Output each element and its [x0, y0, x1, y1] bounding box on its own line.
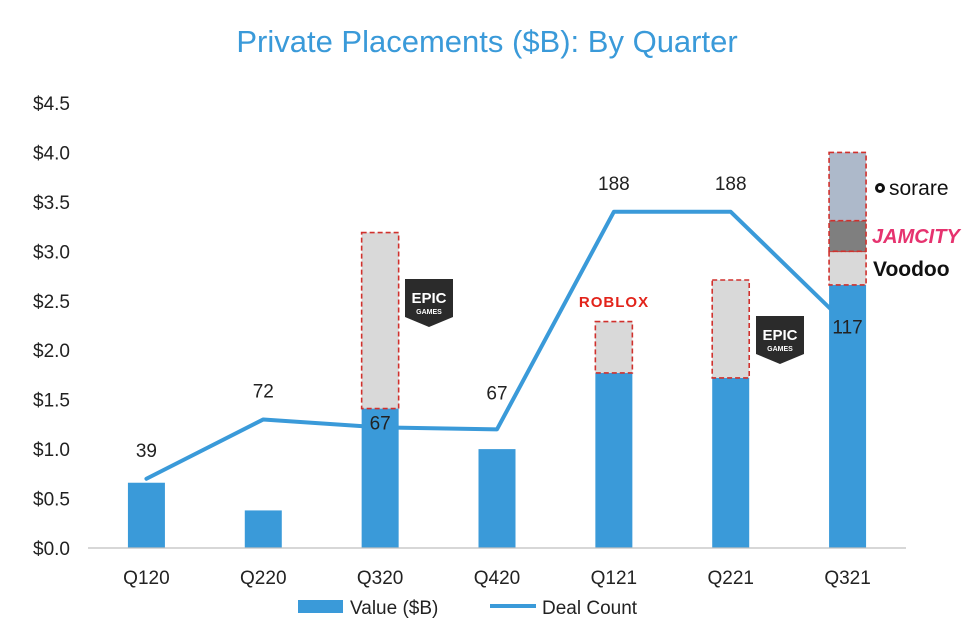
- epic-games-logo-q221: EPIC GAMES: [756, 316, 804, 364]
- roblox-logo: ROBLOX: [579, 294, 649, 311]
- value-bar: [829, 284, 867, 548]
- y-tick-label: $3.0: [33, 242, 70, 263]
- highlight-segment: [594, 320, 634, 374]
- y-tick-label: $1.5: [33, 391, 70, 412]
- x-tick-label: Q121: [591, 568, 637, 589]
- y-tick-label: $2.0: [33, 341, 70, 362]
- x-tick-label: Q420: [474, 568, 520, 589]
- deal-count-data-label: 72: [253, 381, 274, 402]
- epic-logo-top-text: EPIC: [411, 290, 446, 307]
- deal-count-labels: 39 72 67 67 188 188 117: [136, 174, 863, 462]
- value-bar: [127, 482, 165, 548]
- y-tick-label: $3.5: [33, 193, 70, 214]
- highlight-segment: [711, 279, 751, 379]
- deal-count-data-label: 117: [832, 318, 862, 339]
- value-bar: [595, 372, 633, 548]
- y-tick-label: $4.5: [33, 94, 70, 115]
- x-axis: Q120 Q220 Q320 Q420 Q121 Q221 Q321: [123, 568, 871, 589]
- deal-count-data-label: 188: [598, 174, 630, 195]
- deal-count-data-label: 67: [486, 383, 507, 404]
- sorare-logo: sorare: [875, 177, 949, 200]
- x-tick-label: Q120: [123, 568, 169, 589]
- value-bar: [712, 377, 750, 548]
- y-tick-label: $2.5: [33, 292, 70, 313]
- legend: Value ($B) Deal Count: [298, 598, 638, 619]
- x-tick-label: Q221: [707, 568, 753, 589]
- deal-count-line: [144, 209, 850, 481]
- epic-logo-bottom-text: GAMES: [416, 309, 442, 316]
- highlight-segment: [360, 231, 400, 410]
- x-tick-label: Q320: [357, 568, 403, 589]
- deal-count-line-path: [144, 209, 850, 481]
- epic-logo-bottom-text: GAMES: [767, 346, 793, 353]
- value-bar: [361, 408, 399, 548]
- y-tick-label: $1.0: [33, 440, 70, 461]
- y-axis: $0.0 $0.5 $1.0 $1.5 $2.0 $2.5 $3.0 $3.5 $4.0 $4.5: [33, 94, 70, 560]
- y-tick-label: $4.0: [33, 143, 70, 164]
- value-bar: [244, 510, 282, 548]
- y-tick-label: $0.0: [33, 539, 70, 560]
- legend-value-label: Value ($B): [350, 598, 438, 619]
- jamcity-logo: JAMCITY: [872, 226, 961, 248]
- highlight-segment: [828, 151, 867, 222]
- legend-deal-count-label: Deal Count: [542, 598, 638, 619]
- deal-count-data-label: 188: [715, 174, 747, 195]
- x-tick-label: Q321: [824, 568, 870, 589]
- deal-count-data-label: 39: [136, 441, 157, 462]
- epic-logo-top-text: EPIC: [762, 327, 797, 344]
- sorare-logo-text: sorare: [889, 177, 949, 200]
- value-bar: [478, 449, 516, 548]
- voodoo-logo: Voodoo: [873, 258, 950, 281]
- sorare-dot-icon: [878, 186, 882, 190]
- legend-value-swatch: [298, 600, 343, 613]
- epic-games-logo-q320: EPIC GAMES: [405, 279, 453, 327]
- highlight-segment: [828, 250, 867, 286]
- x-tick-label: Q220: [240, 568, 286, 589]
- bars: [127, 284, 867, 548]
- highlight-segment: [828, 219, 867, 253]
- highlight-segments: [360, 151, 867, 410]
- chart-title: Private Placements ($B): By Quarter: [236, 24, 737, 59]
- deal-count-data-label: 67: [370, 413, 391, 434]
- y-tick-label: $0.5: [33, 490, 70, 511]
